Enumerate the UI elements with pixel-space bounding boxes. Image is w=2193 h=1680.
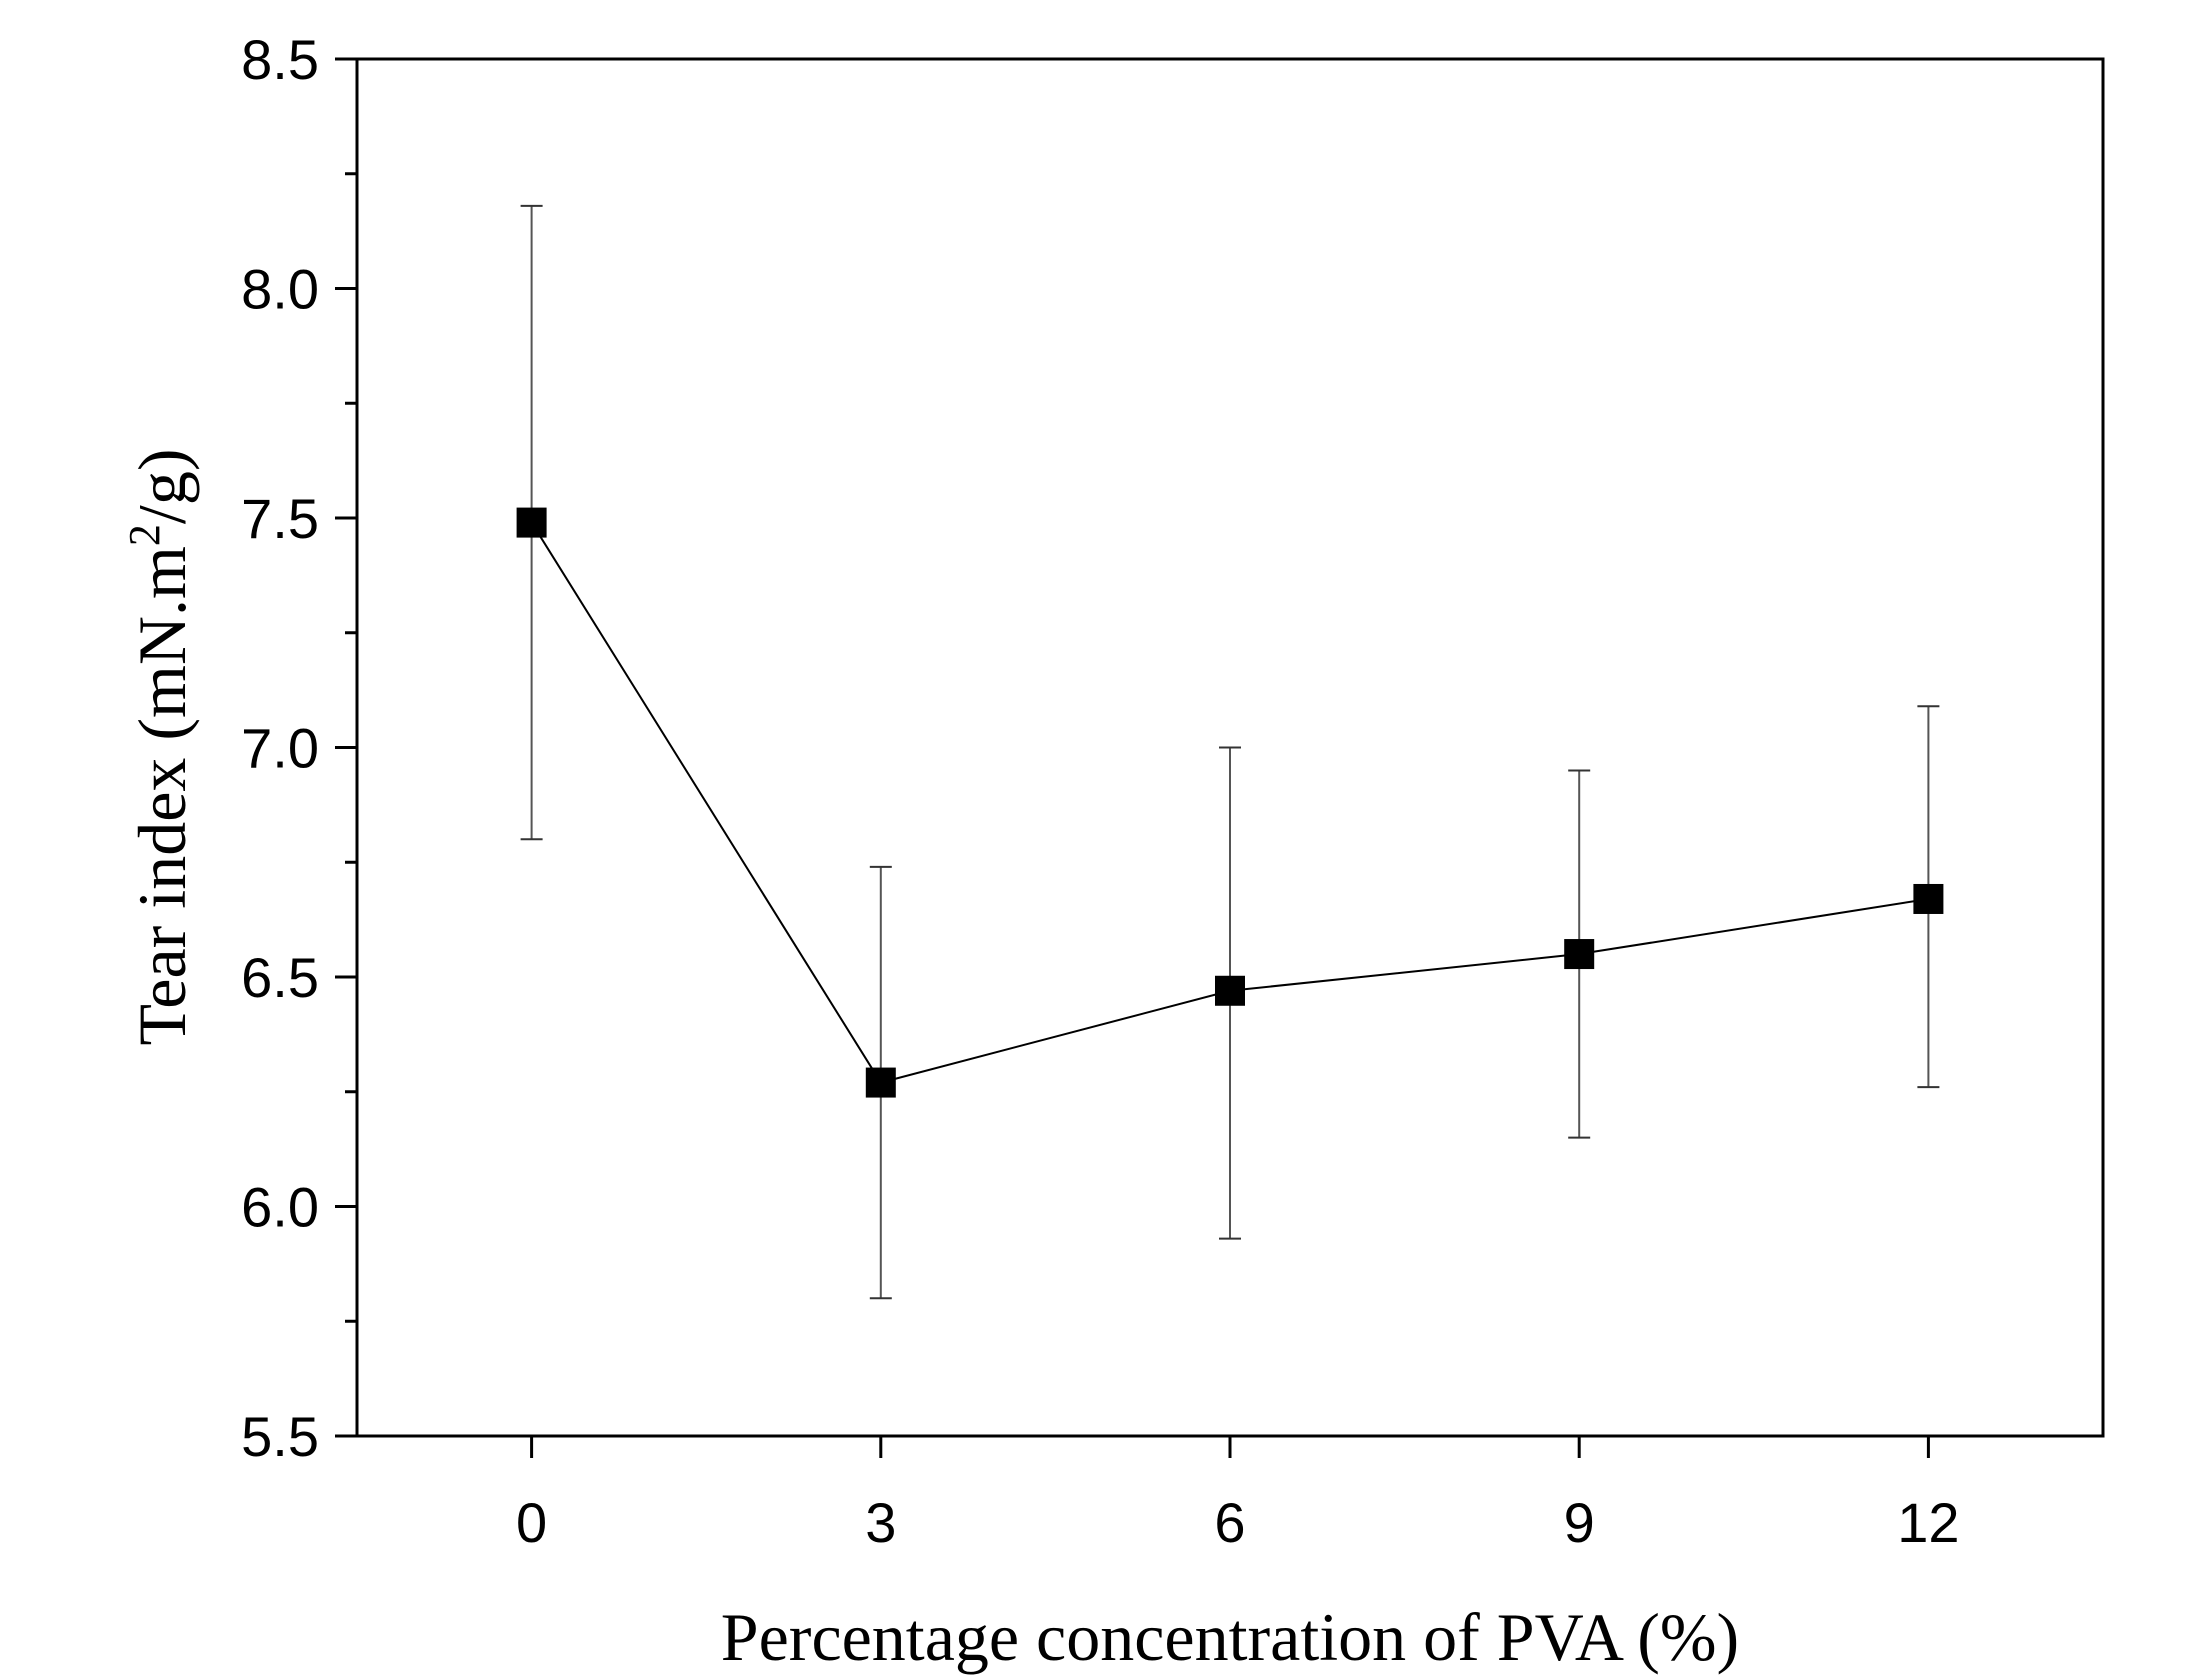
y-axis-ticks: 5.5 6.0 6.5 7.0 7.5 8.0 8.5: [241, 28, 357, 1468]
y-axis-title-tail: /g): [124, 449, 200, 525]
y-tick-label: 7.0: [241, 717, 319, 780]
data-point: [1913, 883, 1944, 914]
y-tick-label: 6.0: [241, 1176, 319, 1239]
x-tick-label: 0: [516, 1491, 547, 1554]
error-bars: [520, 204, 1940, 1300]
x-axis-ticks: 0 3 6 9 12: [516, 1436, 1960, 1554]
y-tick-label: 8.5: [241, 28, 319, 91]
y-axis-title-superscript: 2: [120, 524, 169, 546]
y-axis-title: Tear index (mN.m2/g): [120, 449, 200, 1046]
x-tick-label: 3: [865, 1491, 896, 1554]
data-point: [865, 1067, 896, 1098]
x-tick-label: 6: [1214, 1491, 1245, 1554]
data-points: [516, 507, 1944, 1098]
x-tick-label: 12: [1897, 1491, 1959, 1554]
x-axis-title: Percentage concentration of PVA (%): [721, 1599, 1739, 1675]
data-point: [516, 507, 547, 538]
y-axis-title-main: Tear index (mN.m: [124, 546, 200, 1045]
x-tick-label: 9: [1564, 1491, 1595, 1554]
data-point: [1215, 975, 1245, 1006]
y-tick-label: 5.5: [241, 1405, 319, 1468]
y-tick-label: 7.5: [241, 487, 319, 550]
y-tick-label: 6.5: [241, 946, 319, 1009]
y-tick-label: 8.0: [241, 258, 319, 321]
data-point: [1564, 939, 1595, 970]
